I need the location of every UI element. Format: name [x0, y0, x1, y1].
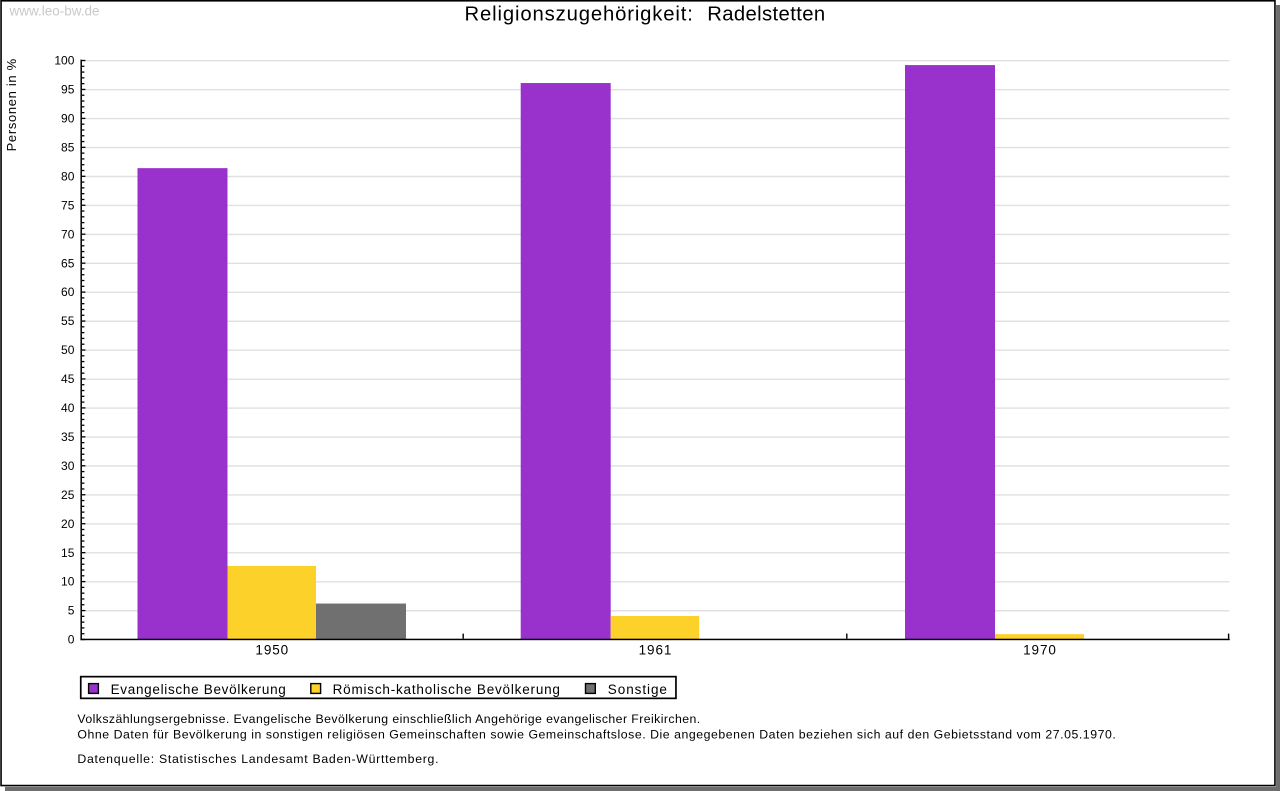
svg-text:70: 70 — [61, 227, 75, 241]
svg-text:Datenquelle: Statistisches Lan: Datenquelle: Statistisches Landesamt Bad… — [77, 752, 439, 766]
svg-text:60: 60 — [61, 285, 75, 299]
svg-text:65: 65 — [61, 256, 75, 270]
svg-text:50: 50 — [61, 343, 75, 357]
svg-text:80: 80 — [61, 169, 75, 183]
svg-text:Evangelische Bevölkerung: Evangelische Bevölkerung — [111, 682, 287, 697]
svg-text:Volkszählungsergebnisse. Evang: Volkszählungsergebnisse. Evangelische Be… — [77, 712, 700, 726]
svg-text:Römisch-katholische Bevölkerun: Römisch-katholische Bevölkerung — [333, 682, 561, 697]
svg-text:www.leo-bw.de: www.leo-bw.de — [9, 4, 100, 19]
svg-text:Religionszugehörigkeit:: Religionszugehörigkeit: — [465, 4, 694, 26]
svg-text:Sonstige: Sonstige — [608, 682, 668, 697]
svg-text:Personen in %: Personen in % — [4, 58, 19, 151]
svg-text:55: 55 — [61, 314, 75, 328]
svg-text:95: 95 — [61, 83, 75, 97]
svg-text:100: 100 — [54, 54, 74, 68]
svg-text:20: 20 — [61, 517, 75, 531]
svg-text:75: 75 — [61, 198, 75, 212]
svg-text:1950: 1950 — [255, 642, 289, 657]
svg-text:25: 25 — [61, 488, 75, 502]
svg-text:Radelstetten: Radelstetten — [707, 4, 825, 26]
svg-text:40: 40 — [61, 401, 75, 415]
svg-text:Ohne Daten für Bevölkerung in: Ohne Daten für Bevölkerung in sonstigen … — [77, 728, 1116, 742]
svg-text:30: 30 — [61, 459, 75, 473]
svg-text:90: 90 — [61, 112, 75, 126]
svg-text:1970: 1970 — [1023, 642, 1057, 657]
svg-text:35: 35 — [61, 430, 75, 444]
svg-text:15: 15 — [61, 546, 75, 560]
svg-text:5: 5 — [68, 604, 75, 618]
svg-text:45: 45 — [61, 372, 75, 386]
svg-text:85: 85 — [61, 140, 75, 154]
svg-text:10: 10 — [61, 575, 75, 589]
svg-text:1961: 1961 — [639, 642, 673, 657]
svg-text:0: 0 — [68, 633, 75, 647]
